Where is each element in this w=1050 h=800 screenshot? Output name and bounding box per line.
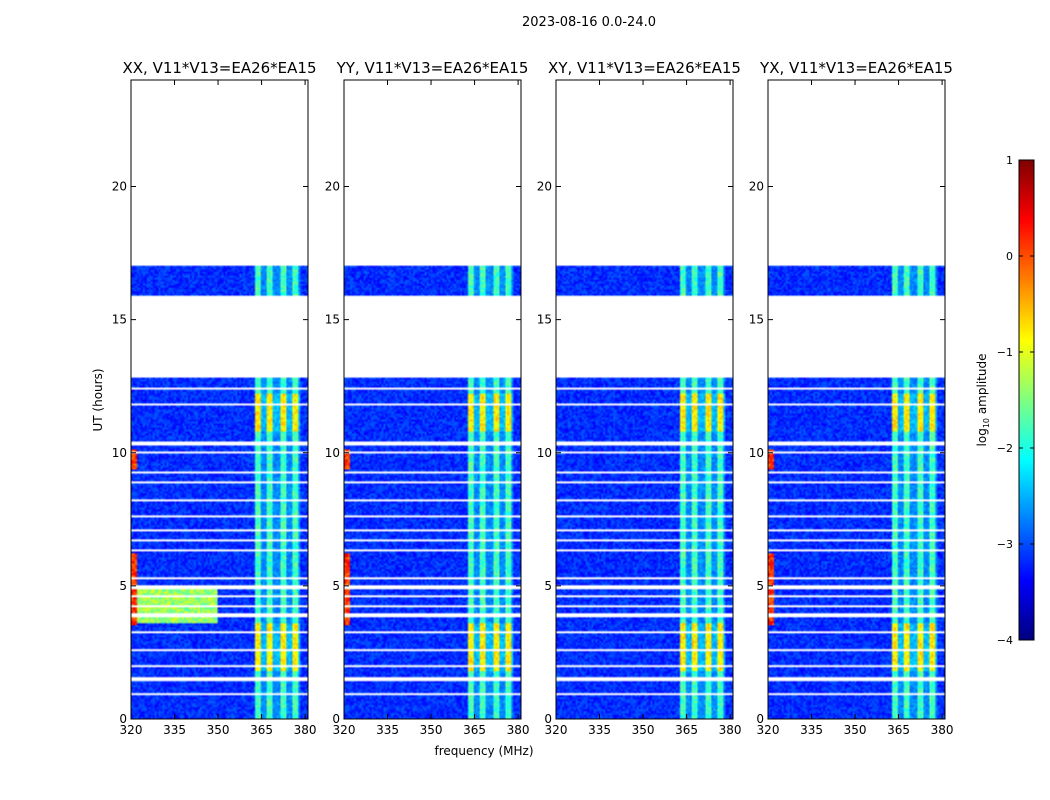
- x-tick-label: 380: [294, 723, 317, 737]
- x-axis-label: frequency (MHz): [434, 744, 533, 758]
- y-tick-label: 20: [537, 180, 552, 194]
- y-tick-label: 0: [756, 712, 764, 726]
- y-tick-label: 10: [112, 446, 127, 460]
- x-tick-label: 320: [545, 723, 568, 737]
- x-tick-label: 335: [588, 723, 611, 737]
- y-tick-label: 15: [112, 313, 127, 327]
- panel-xy: XY, V11*V13=EA26*EA15 320 335 350 365 380 0 5 10…: [537, 59, 742, 737]
- x-tick-label: 335: [163, 723, 186, 737]
- x-tick-label: 365: [675, 723, 698, 737]
- colorbar-tick-label: −1: [997, 346, 1013, 359]
- x-tick-label: 350: [420, 723, 443, 737]
- y-axis-label: UT (hours): [91, 368, 105, 431]
- y-tick-label: 15: [325, 313, 340, 327]
- axes-frame: [130, 79, 309, 720]
- x-tick-label: 350: [844, 723, 867, 737]
- waterfall-heatmap: [131, 80, 308, 719]
- x-tick-label: 380: [507, 723, 530, 737]
- x-tick-label: 380: [931, 723, 954, 737]
- y-tick-label: 20: [112, 180, 127, 194]
- panel-yx: YX, V11*V13=EA26*EA15 320 335 350 365 380 0 5 10…: [749, 59, 954, 737]
- axes-frame: [555, 79, 734, 720]
- x-tick-label: 320: [120, 723, 143, 737]
- y-tick-label: 20: [325, 180, 340, 194]
- y-tick-label: 5: [119, 579, 127, 593]
- panel-xx: XX, V11*V13=EA26*EA15 320 335 350 365 380 0 5 10…: [112, 59, 317, 737]
- colorbar-gradient: [1018, 159, 1035, 641]
- x-tick-label: 335: [376, 723, 399, 737]
- colorbar-tick-label: 1: [1006, 154, 1013, 167]
- y-tick-label: 10: [325, 446, 340, 460]
- x-tick-label: 365: [887, 723, 910, 737]
- x-tick-label: 320: [333, 723, 356, 737]
- x-tick-label: 350: [207, 723, 230, 737]
- y-tick-label: 5: [756, 579, 764, 593]
- axes-frame: [767, 79, 946, 720]
- y-tick-label: 5: [332, 579, 340, 593]
- colorbar-tick-label: −4: [997, 634, 1013, 647]
- x-tick-label: 320: [757, 723, 780, 737]
- panel-title: YX, V11*V13=EA26*EA15: [759, 59, 953, 77]
- y-tick-label: 0: [332, 712, 340, 726]
- y-tick-label: 5: [544, 579, 552, 593]
- axes-frame: [343, 79, 522, 720]
- y-tick-label: 20: [749, 180, 764, 194]
- y-tick-label: 15: [749, 313, 764, 327]
- x-tick-label: 350: [632, 723, 655, 737]
- panel-yy: YY, V11*V13=EA26*EA15 320 335 350 365 380 0 5 10…: [325, 59, 530, 737]
- waterfall-heatmap: [768, 80, 945, 719]
- colorbar-tick-label: 0: [1006, 250, 1013, 263]
- y-tick-label: 0: [119, 712, 127, 726]
- colorbar-label: log10 amplitude: [975, 354, 991, 447]
- y-tick-label: 0: [544, 712, 552, 726]
- colorbar: 1 0 −1 −2 −3 −4 log10 amplitude: [975, 154, 1035, 647]
- panel-title: YY, V11*V13=EA26*EA15: [336, 59, 529, 77]
- y-tick-label: 10: [537, 446, 552, 460]
- panel-title: XX, V11*V13=EA26*EA15: [122, 59, 316, 77]
- y-tick-label: 10: [749, 446, 764, 460]
- colorbar-tick-label: −2: [997, 442, 1013, 455]
- figure-suptitle: 2023-08-16 0.0-24.0: [522, 15, 656, 30]
- x-tick-label: 335: [800, 723, 823, 737]
- x-tick-label: 380: [719, 723, 742, 737]
- panel-title: XY, V11*V13=EA26*EA15: [548, 59, 741, 77]
- x-tick-label: 365: [463, 723, 486, 737]
- colorbar-tick-label: −3: [997, 538, 1013, 551]
- x-tick-label: 365: [250, 723, 273, 737]
- y-tick-label: 15: [537, 313, 552, 327]
- waterfall-heatmap: [556, 80, 733, 719]
- waterfall-heatmap: [344, 80, 521, 719]
